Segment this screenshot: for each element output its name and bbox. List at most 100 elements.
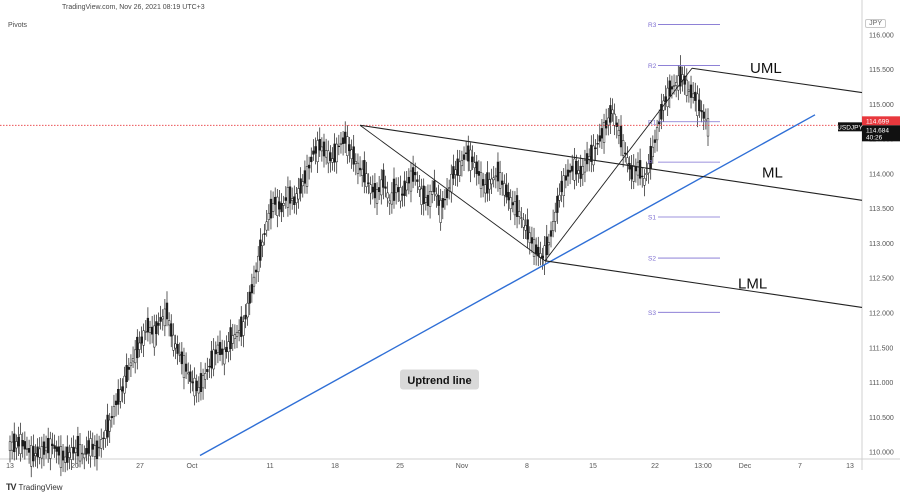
- candle-body: [486, 172, 489, 194]
- candle-body: [464, 152, 468, 154]
- candle-body: [628, 163, 631, 170]
- candle-body: [95, 440, 99, 460]
- candle-body: [64, 456, 67, 463]
- candle-body: [38, 448, 41, 458]
- candle-body: [170, 323, 173, 337]
- candle-body: [479, 172, 483, 189]
- candle-body: [632, 165, 635, 182]
- candle-body: [496, 161, 500, 182]
- candle-body: [87, 440, 90, 454]
- candle-body: [426, 194, 430, 206]
- candlestick-series: [8, 55, 710, 478]
- candle-body: [42, 441, 46, 455]
- candle-body: [78, 444, 82, 462]
- candle-body: [210, 350, 213, 369]
- candle-body: [30, 445, 33, 467]
- candle-body: [392, 178, 396, 201]
- candle-body: [295, 193, 298, 204]
- candle-body: [74, 447, 77, 453]
- candle-body: [223, 348, 226, 365]
- time-tick-label: 20: [71, 463, 79, 470]
- candle-body: [484, 184, 487, 194]
- candle-body: [384, 186, 387, 189]
- candle-body: [104, 430, 107, 439]
- candle-body: [350, 149, 353, 159]
- candle-body: [314, 146, 317, 154]
- candle-body: [571, 165, 574, 172]
- candle-body: [448, 187, 451, 189]
- candle-body: [61, 450, 65, 461]
- candle-body: [698, 99, 701, 112]
- candle-body: [547, 242, 551, 246]
- candle-body: [607, 117, 610, 126]
- candle-body: [57, 446, 60, 456]
- indicator-label: Pivots: [8, 22, 28, 29]
- time-axis[interactable]: 13 20 27 Oct 11 18 25 Nov 8 15 22 13:00 Dec 7 13: [6, 463, 854, 470]
- candle-body: [615, 122, 618, 127]
- candle-body: [624, 152, 627, 155]
- candle-body: [339, 142, 343, 145]
- last-price-value: 114.699: [866, 118, 889, 125]
- price-tick-label: 111.500: [869, 345, 893, 352]
- candle-body: [140, 336, 143, 344]
- candle-body: [687, 89, 691, 92]
- currency-badge[interactable]: JPY: [865, 19, 886, 28]
- candle-body: [594, 147, 597, 150]
- pivot-label: P: [648, 160, 652, 167]
- ml-line: [359, 124, 863, 201]
- candle-body: [543, 245, 546, 265]
- price-tick-label: 110.500: [869, 415, 894, 422]
- pivot-label: R3: [648, 22, 657, 29]
- candle-body: [700, 110, 703, 113]
- price-axis[interactable]: 116.000115.500115.000114.500114.000113.5…: [837, 32, 900, 457]
- candle-body: [365, 173, 368, 187]
- candle-body: [399, 187, 402, 202]
- candle-body: [227, 341, 230, 352]
- candle-body: [333, 143, 336, 163]
- candle-body: [577, 170, 580, 174]
- candle-body: [121, 386, 124, 392]
- candle-body: [36, 446, 39, 458]
- candle-body: [320, 146, 324, 152]
- candle-body: [49, 438, 52, 459]
- candle-body: [537, 246, 540, 257]
- candle-body: [146, 317, 150, 333]
- candle-body: [494, 175, 497, 178]
- candle-body: [280, 203, 283, 213]
- candle-body: [76, 435, 80, 457]
- candle-body: [257, 255, 260, 272]
- candle-body: [509, 197, 512, 209]
- pivot-label: S2: [648, 256, 656, 263]
- candle-body: [670, 86, 674, 90]
- candle-body: [282, 202, 285, 206]
- candle-body: [114, 400, 118, 406]
- candle-body: [358, 167, 362, 171]
- time-tick-label: 11: [266, 463, 273, 470]
- candle-body: [59, 446, 63, 468]
- candle-body: [252, 276, 256, 287]
- candle-body: [161, 316, 164, 320]
- candle-body: [34, 453, 37, 457]
- bar-countdown: 40:26: [866, 134, 883, 141]
- candle-body: [704, 119, 708, 122]
- candle-body: [658, 120, 661, 125]
- pitchfork-handle: [544, 67, 693, 262]
- candle-body: [21, 440, 24, 447]
- candle-body: [590, 144, 593, 162]
- candle-body: [638, 160, 642, 179]
- candle-body: [288, 186, 292, 204]
- candle-body: [653, 139, 657, 143]
- candle-body: [694, 91, 697, 101]
- candle-body: [411, 167, 415, 182]
- candle-body: [318, 139, 321, 151]
- candle-body: [68, 452, 71, 458]
- candle-body: [218, 342, 222, 355]
- candle-body: [611, 109, 614, 115]
- trend-lines: UML ML LML Uptrend line: [0, 60, 863, 457]
- candle-body: [299, 178, 302, 194]
- candle-body: [229, 327, 232, 350]
- candle-body: [310, 156, 313, 163]
- candle-body: [110, 416, 113, 419]
- candle-body: [278, 201, 281, 210]
